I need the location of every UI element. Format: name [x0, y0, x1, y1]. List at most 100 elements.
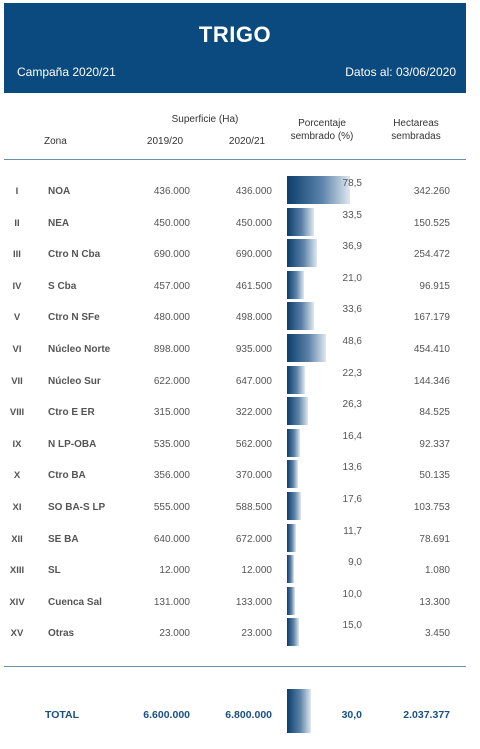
zona-label: SE BA: [48, 533, 79, 545]
superficie-2020: 647.000: [235, 375, 272, 387]
zona-label: Ctro N Cba: [48, 249, 101, 261]
zona-label: Núcleo Norte: [48, 344, 111, 355]
row-number: VIII: [9, 407, 25, 419]
table-row: X Ctro BA 356.000 370.000 13,6 50.135: [0, 460, 480, 491]
superficie-2019: 622.000: [153, 375, 190, 387]
pct-bar: [287, 618, 299, 647]
superficie-2019: 12.000: [159, 565, 190, 577]
superficie-2020: 436.000: [235, 186, 272, 197]
porcentaje-value: 13,6: [342, 462, 362, 474]
zona-label: NEA: [48, 217, 70, 229]
col-header-porcentaje-line1: Porcentaje: [298, 118, 346, 129]
row-number: XII: [11, 533, 23, 545]
col-header-zona: Zona: [44, 136, 67, 147]
superficie-2020: 12.000: [241, 565, 272, 577]
superficie-2020: 450.000: [235, 217, 272, 229]
superficie-2019: 690.000: [153, 249, 190, 261]
hectareas-value: 50.135: [419, 470, 450, 482]
pct-bar: [287, 523, 297, 552]
hectareas-value: 103.753: [413, 502, 450, 513]
hectareas-value: 342.260: [413, 186, 450, 197]
superficie-2020: 322.000: [235, 407, 272, 419]
col-header-porcentaje-line2: sembrado (%): [290, 131, 354, 142]
table-row: I NOA 436.000 436.000 78,5 342.260: [0, 176, 480, 207]
superficie-2019: 131.000: [153, 596, 190, 608]
porcentaje-value: 16,4: [342, 430, 362, 442]
total-superficie-2019: 6.600.000: [143, 709, 190, 721]
superficie-2019: 480.000: [153, 312, 190, 324]
zona-label: S Cba: [48, 280, 77, 292]
superficie-2019: 450.000: [153, 217, 190, 229]
hectareas-value: 167.179: [413, 312, 450, 324]
zona-label: Ctro BA: [48, 470, 86, 482]
row-number: IX: [12, 438, 22, 450]
zona-label: Núcleo Sur: [48, 375, 101, 387]
row-number: V: [13, 312, 21, 324]
row-number: IV: [12, 280, 22, 292]
col-header-2020: 2020/21: [228, 136, 266, 147]
table-row: V Ctro N SFe 480.000 498.000 33,6 167.179: [0, 302, 480, 333]
superficie-2020: 672.000: [235, 533, 272, 545]
porcentaje-value: 17,6: [342, 494, 362, 505]
table-row: VII Núcleo Sur 622.000 647.000 22,3 144.346: [0, 365, 480, 397]
zona-label: NOA: [48, 186, 71, 197]
superficie-2020: 690.000: [235, 249, 272, 261]
superficie-2019: 23.000: [159, 628, 190, 640]
porcentaje-value: 11,7: [343, 525, 362, 537]
pct-bar: [287, 555, 295, 584]
page-title: TRIGO: [198, 22, 272, 47]
hectareas-value: 3.450: [424, 628, 450, 640]
pct-bar: [287, 302, 314, 331]
total-bar: [287, 689, 311, 733]
row-number: XI: [12, 502, 22, 513]
pct-bar: [287, 492, 302, 520]
porcentaje-value: 26,3: [342, 399, 362, 411]
superficie-2020: 370.000: [235, 470, 272, 482]
hectareas-value: 1.080: [424, 565, 450, 577]
total-row: TOTAL 6.600.000 6.800.000 30,0 2.037.377: [0, 689, 480, 733]
hectareas-value: 13.300: [419, 596, 450, 608]
superficie-2019: 555.000: [153, 502, 190, 513]
pct-bar: [287, 586, 295, 615]
pct-bar: [287, 207, 314, 236]
superficie-2020: 23.000: [241, 628, 272, 640]
table-row: XIV Cuenca Sal 131.000 133.000 10,0 13.300: [0, 586, 480, 618]
porcentaje-value: 36,9: [342, 241, 362, 253]
superficie-2020: 935.000: [235, 344, 272, 355]
porcentaje-value: 48,6: [342, 336, 362, 347]
table-row: IX N LP-OBA 535.000 562.000 16,4 92.337: [0, 428, 480, 460]
superficie-2020: 498.000: [235, 312, 272, 324]
porcentaje-value: 33,6: [342, 304, 362, 316]
row-number: XV: [10, 628, 24, 640]
hectareas-value: 92.337: [419, 438, 450, 450]
hectareas-value: 144.346: [413, 375, 450, 387]
header-divider: [4, 159, 466, 160]
zona-label: Ctro E ER: [48, 407, 95, 419]
zona-label: Ctro N SFe: [48, 312, 100, 324]
superficie-2019: 640.000: [153, 533, 190, 545]
table-row: XIII SL 12.000 12.000 9,0 1.080: [0, 555, 480, 586]
table-row: XI SO BA-S LP 555.000 588.500 17,6 103.753: [0, 492, 480, 523]
header-banner: TRIGO Campaña 2020/21 Datos al: 03/06/20…: [4, 3, 466, 93]
porcentaje-value: 10,0: [342, 588, 362, 600]
porcentaje-value: 21,0: [342, 272, 362, 284]
zona-label: Otras: [48, 628, 75, 640]
table-row: VIII Ctro E ER 315.000 322.000 26,3 84.525: [0, 397, 480, 428]
pct-bar: [287, 428, 301, 457]
row-number: XIII: [9, 565, 25, 577]
row-number: XIV: [9, 596, 25, 608]
row-number: I: [15, 186, 19, 197]
porcentaje-value: 15,0: [342, 620, 362, 632]
zona-label: SL: [48, 565, 61, 577]
hectareas-value: 150.525: [413, 217, 450, 229]
row-number: II: [14, 217, 20, 229]
col-header-hectareas-line2: sembradas: [391, 131, 441, 142]
superficie-2020: 461.500: [235, 280, 272, 292]
pct-bar: [287, 334, 326, 362]
col-header-porcentaje: Porcentaje sembrado (%): [282, 117, 362, 143]
total-divider: [4, 666, 466, 667]
porcentaje-value: 22,3: [342, 367, 362, 379]
superficie-2019: 436.000: [153, 186, 190, 197]
total-superficie-2020: 6.800.000: [225, 709, 272, 721]
table-row: III Ctro N Cba 690.000 690.000 36,9 254.472: [0, 239, 480, 270]
